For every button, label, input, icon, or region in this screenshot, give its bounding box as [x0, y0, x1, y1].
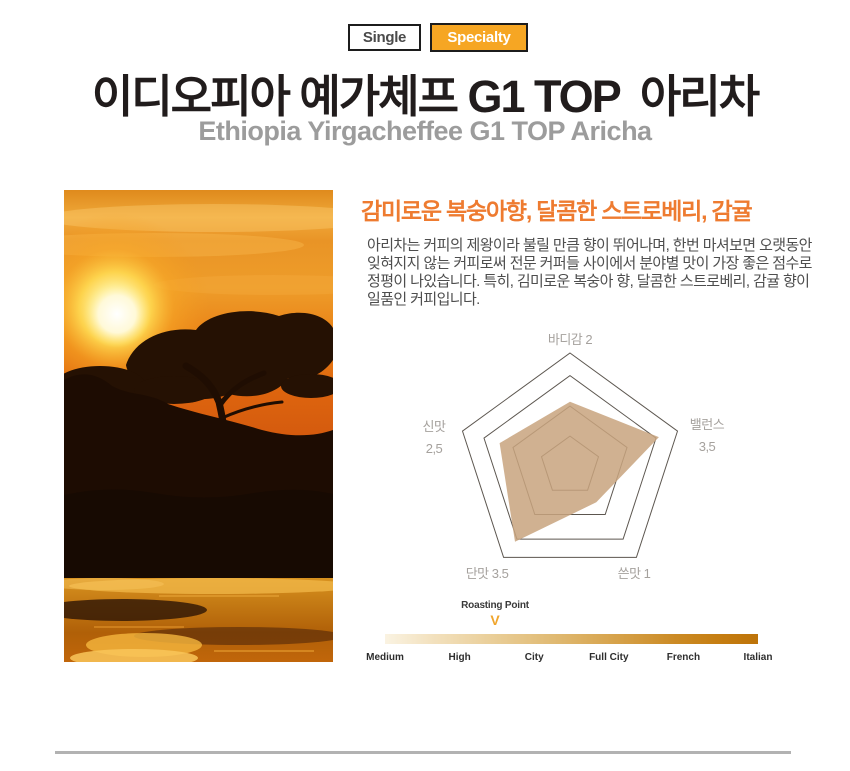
- product-title: 이디오피아 예가체프 G1 TOP 아리차: [91, 71, 760, 122]
- roasting-level-italian: Italian: [743, 652, 773, 663]
- roasting-level-scale: Medium High City Full City French Italia…: [366, 652, 772, 666]
- single-badge[interactable]: Single: [348, 24, 421, 51]
- roasting-level-medium: Medium: [366, 652, 404, 663]
- product-description: 아리차는 커피의 제왕이라 불릴 만큼 향이 뛰어나며, 한번 마셔보면 오랫동…: [367, 237, 812, 308]
- radar-label-balance: 밸런스 3,5: [689, 414, 725, 458]
- radar-label-balance-name: 밸런스: [689, 417, 725, 432]
- roasting-gradient-bar: [385, 634, 758, 644]
- flavor-headline: 감미로운 복숭아향, 달콤한 스트로베리, 감귤: [361, 198, 753, 224]
- radar-label-bitterness: 쓴맛 1: [617, 566, 651, 581]
- sunset-savanna-photo: [64, 190, 333, 662]
- roasting-level-fullcity: Full City: [589, 652, 629, 663]
- radar-label-body: 바디감 2: [547, 332, 593, 347]
- radar-label-balance-value: 3,5: [698, 439, 716, 454]
- roasting-level-city: City: [524, 652, 544, 663]
- radar-label-acidity-value: 2,5: [425, 441, 443, 456]
- roasting-point-marker-icon: V: [490, 612, 500, 628]
- radar-label-acidity: 신맛 2,5: [423, 416, 446, 460]
- flavor-radar-chart: 바디감 2 밸런스 3,5 신맛 2,5 단맛 3.5 쓴맛 1: [410, 330, 740, 586]
- roasting-level-french: French: [666, 652, 701, 663]
- sunset-photo-graphic: [64, 190, 333, 662]
- radar-label-acidity-name: 신맛: [422, 419, 446, 434]
- specialty-badge[interactable]: Specialty: [430, 23, 528, 52]
- roasting-level-high: High: [448, 652, 471, 663]
- roasting-point-label: Roasting Point: [461, 600, 529, 611]
- radar-label-sweetness: 단맛 3.5: [465, 566, 509, 581]
- bottom-divider: [55, 751, 791, 754]
- radar-pentagon-graphic: [461, 352, 679, 558]
- product-subtitle-english: Ethiopia Yirgacheffee G1 TOP Aricha: [198, 116, 652, 146]
